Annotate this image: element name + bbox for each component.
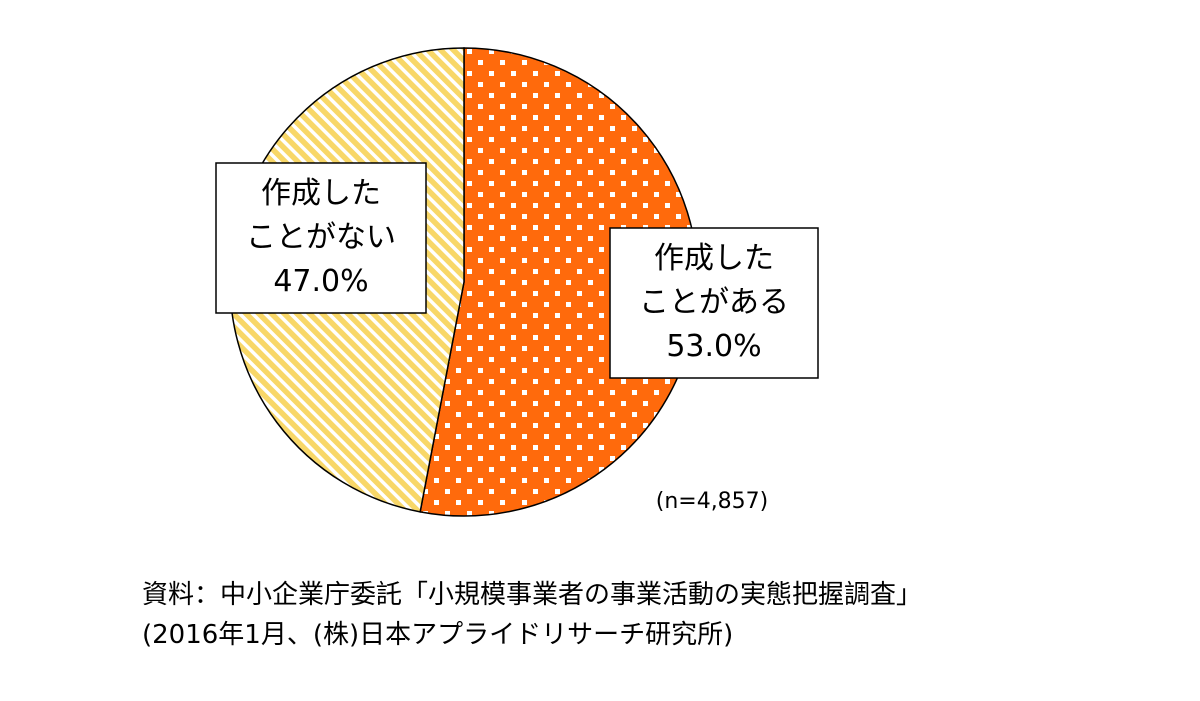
sample-size-label: (n=4,857) <box>656 489 769 514</box>
slice-label-0-line-1: ことがある <box>639 285 789 320</box>
source-line-1: 資料：中小企業庁委託「小規模事業者の事業活動の実態把握調査」 <box>142 580 923 610</box>
slice-value-label-1: 47.0% <box>273 264 368 299</box>
slice-label-1-line-0: 作成した <box>261 176 381 211</box>
slice-label-box-0 <box>609 227 819 379</box>
slice-label-0-line-0: 作成した <box>654 241 774 276</box>
source-note: 資料：中小企業庁委託「小規模事業者の事業活動の実態把握調査」 (2016年1月、… <box>142 575 922 655</box>
slice-label-box-1 <box>215 162 427 314</box>
slice-label-1-line-1: ことがない <box>246 220 396 255</box>
slice-value-label-0: 53.0% <box>666 329 761 364</box>
source-line-2: (2016年1月、(株)日本アプライドリサーチ研究所) <box>142 620 734 650</box>
